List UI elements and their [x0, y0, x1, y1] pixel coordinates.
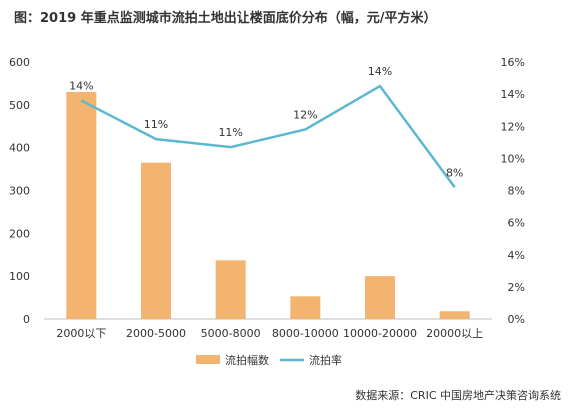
data-label: 14% — [69, 80, 93, 93]
right-tick-label: 0% — [508, 313, 525, 326]
line-series — [80, 84, 456, 189]
left-tick-label: 500 — [9, 99, 30, 112]
left-axis-ticks: 0 100 200 300 400 500 600 — [9, 56, 30, 326]
bar-series — [66, 91, 470, 319]
line-data-labels: 14% 11% 11% 12% 14% 8% — [69, 65, 463, 179]
data-label: 12% — [293, 108, 317, 121]
right-tick-label: 10% — [501, 152, 525, 165]
legend-line-label: 流拍率 — [309, 353, 342, 367]
bar — [66, 91, 97, 319]
right-tick-label: 16% — [501, 56, 525, 69]
bar — [439, 311, 470, 319]
legend-bar-swatch — [196, 355, 220, 364]
right-tick-label: 12% — [501, 120, 525, 133]
category-label: 5000-8000 — [201, 327, 261, 340]
left-tick-label: 0 — [23, 313, 30, 326]
right-tick-label: 14% — [501, 88, 525, 101]
category-label: 2000-5000 — [126, 327, 186, 340]
category-labels: 2000以下 2000-5000 5000-8000 8000-10000 10000-… — [56, 327, 483, 340]
bar — [215, 260, 246, 319]
category-label: 20000以上 — [426, 327, 483, 340]
data-label: 11% — [218, 126, 242, 139]
category-label: 2000以下 — [56, 327, 106, 340]
bar — [141, 162, 171, 319]
legend-bar-label: 流拍幅数 — [225, 353, 269, 367]
bar — [290, 296, 321, 319]
chart-title: 图：2019 年重点监测城市流拍土地出让楼面底价分布（幅，元/平方米） — [14, 11, 437, 26]
category-label: 10000-20000 — [343, 327, 417, 340]
left-tick-label: 400 — [9, 142, 30, 155]
left-tick-label: 200 — [9, 227, 30, 240]
right-tick-label: 6% — [508, 217, 525, 230]
data-label: 8% — [446, 166, 463, 179]
rate-line — [80, 84, 456, 189]
right-tick-label: 2% — [508, 281, 525, 294]
data-label: 11% — [144, 118, 168, 131]
bar — [365, 276, 395, 319]
right-axis-ticks: 0% 2% 4% 6% 8% 10% 12% 14% 16% — [501, 56, 525, 326]
right-tick-label: 8% — [508, 185, 525, 198]
left-tick-label: 100 — [9, 270, 30, 283]
left-tick-label: 600 — [9, 56, 30, 69]
left-tick-label: 300 — [9, 185, 30, 198]
data-label: 14% — [368, 65, 392, 78]
right-tick-label: 4% — [508, 249, 525, 262]
category-label: 8000-10000 — [272, 327, 339, 340]
source-note: 数据来源：CRIC 中国房地产决策咨询系统 — [355, 389, 561, 402]
legend: 流拍幅数 流拍率 — [196, 353, 342, 367]
